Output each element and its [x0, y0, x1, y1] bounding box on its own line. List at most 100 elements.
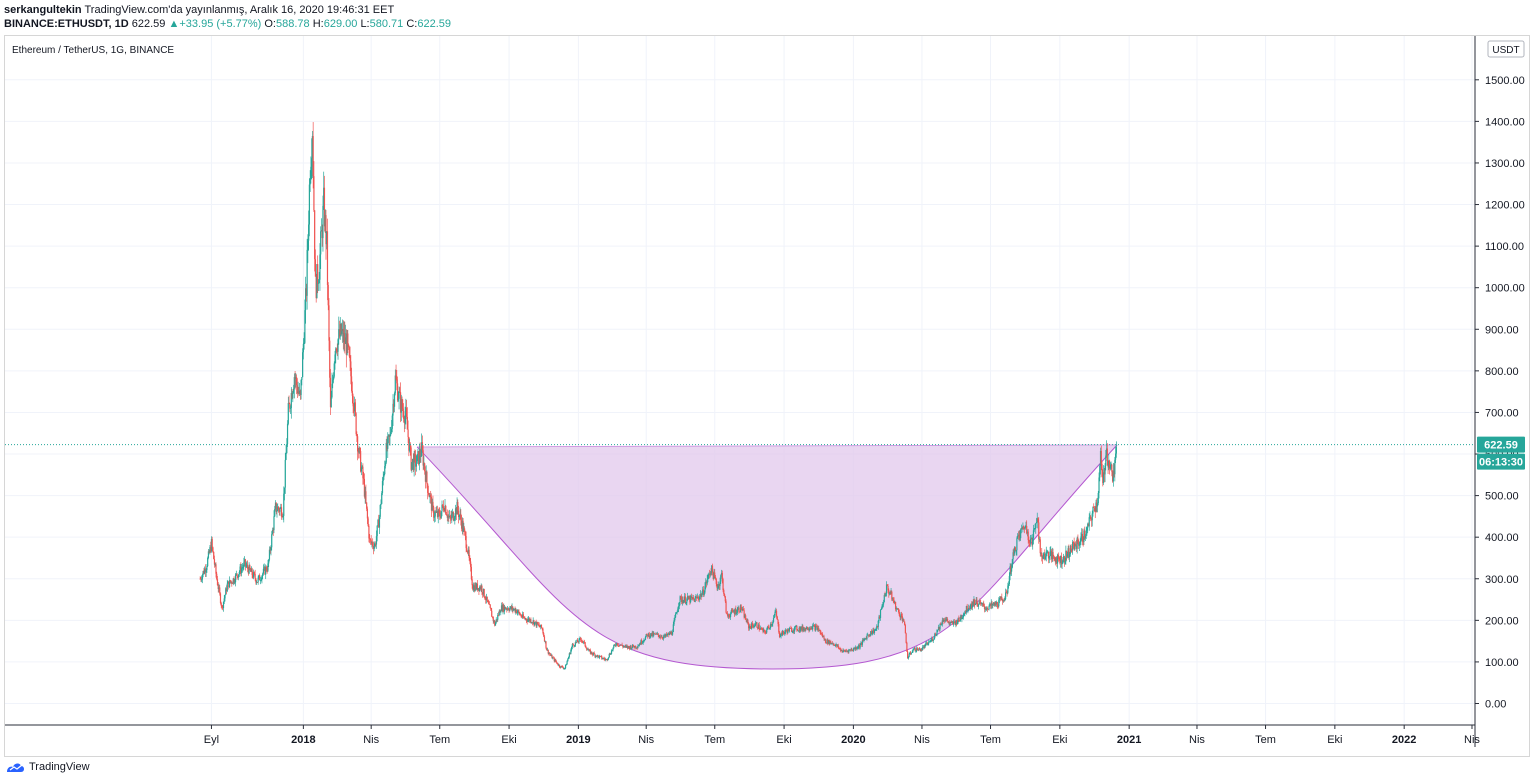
candle-body — [844, 650, 846, 652]
candle-body — [256, 582, 258, 583]
candle-body — [418, 450, 421, 465]
candle-body — [702, 589, 704, 594]
candle-body — [1057, 554, 1059, 558]
candle-body — [842, 651, 844, 653]
candle-body — [487, 600, 489, 602]
candle-body — [864, 638, 867, 639]
candle-body — [549, 654, 552, 656]
candle-body — [338, 329, 340, 340]
candle-body — [836, 645, 839, 647]
candle-body — [625, 645, 627, 647]
footer-brand[interactable]: TradingView — [29, 761, 90, 773]
candle-body — [751, 623, 753, 629]
candle-body — [784, 631, 786, 634]
candle-body — [404, 415, 406, 424]
candle-body — [945, 619, 947, 621]
candle-body — [389, 433, 391, 437]
candle-body — [542, 628, 544, 634]
candle-body — [512, 609, 515, 611]
candle-body — [457, 501, 459, 511]
candle-body — [866, 635, 868, 640]
candle-body — [723, 590, 725, 595]
candle-body — [915, 650, 917, 652]
candle-body — [835, 644, 837, 646]
candle-body — [1050, 550, 1053, 560]
candle-body — [214, 564, 216, 566]
candle-body — [320, 231, 322, 255]
candle-body — [237, 574, 240, 578]
candle-body — [586, 647, 588, 650]
candle-body — [279, 508, 281, 512]
candle-body — [411, 462, 413, 470]
candle-body — [930, 639, 932, 642]
candle-body — [821, 633, 824, 638]
candle-body — [434, 512, 436, 517]
candle-body — [839, 648, 841, 650]
candle-body — [922, 646, 925, 648]
candle-body — [363, 478, 365, 480]
candle-body — [522, 614, 524, 618]
candle-body — [457, 510, 460, 518]
candle-body — [509, 608, 511, 611]
candle-body — [771, 624, 773, 626]
candle-body — [992, 602, 995, 604]
candle-body — [357, 451, 359, 453]
candle-body — [681, 597, 683, 603]
candle-body — [580, 639, 582, 641]
candle-body — [947, 621, 949, 623]
candle-body — [829, 641, 831, 645]
candle-body — [941, 620, 943, 625]
candle-body — [565, 664, 567, 666]
chart-frame — [4, 35, 1530, 757]
candle-body — [884, 595, 886, 596]
candle-body — [1066, 550, 1068, 557]
candle-body — [209, 546, 211, 553]
candle-body — [512, 606, 514, 611]
candle-body — [833, 644, 836, 646]
candle-body — [333, 363, 335, 377]
candle-body — [641, 642, 644, 644]
candle-body — [840, 650, 842, 651]
candle-body — [646, 634, 648, 635]
candle-body — [906, 642, 908, 652]
candle-body — [354, 402, 356, 414]
candle-body — [354, 402, 356, 412]
tradingview-logo-icon — [7, 763, 24, 772]
candle-body — [446, 515, 448, 518]
candle-body — [932, 639, 934, 642]
candle-body — [520, 614, 522, 617]
candle-body — [1055, 557, 1057, 563]
candle-body — [1076, 537, 1078, 549]
candle-body — [207, 551, 210, 558]
candle-body — [1020, 528, 1023, 530]
candle-body — [1077, 537, 1079, 543]
candle-body — [332, 379, 334, 384]
candle-body — [1010, 566, 1012, 572]
candle-body — [345, 337, 347, 355]
candle-body — [1092, 506, 1094, 514]
candle-body — [375, 544, 377, 545]
candle-body — [556, 662, 558, 665]
candle-body — [609, 653, 611, 655]
candle-body — [663, 635, 665, 637]
candle-body — [423, 463, 425, 466]
candle-body — [872, 629, 874, 633]
candle-body — [949, 622, 951, 624]
candle-body — [639, 643, 641, 645]
candle-body — [429, 495, 431, 498]
candle-body — [256, 582, 259, 583]
candle-body — [537, 624, 540, 626]
candle-body — [595, 655, 598, 657]
candle-body — [301, 377, 303, 381]
candle-body — [248, 565, 250, 574]
candle-body — [799, 627, 801, 632]
candle-body — [339, 324, 341, 337]
author-name[interactable]: serkangultekin — [4, 4, 82, 16]
candle-body — [680, 596, 682, 598]
candle-body — [470, 561, 472, 567]
chart-legend: Ethereum / TetherUS, 1G, BINANCE — [12, 45, 175, 56]
candle-body — [971, 603, 973, 608]
candle-body — [782, 630, 784, 633]
candle-body — [688, 597, 690, 600]
